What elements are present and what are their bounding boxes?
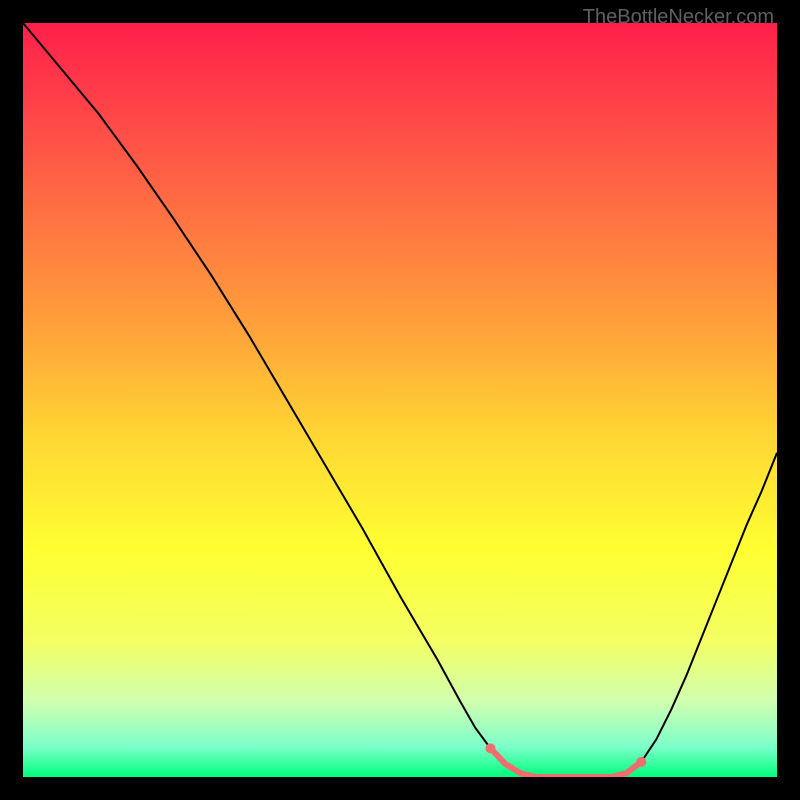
bottleneck-chart (23, 23, 777, 777)
optimal-range-end-marker (636, 757, 646, 767)
chart-background (23, 23, 777, 777)
watermark-text: TheBottleNecker.com (583, 6, 774, 29)
optimal-range-start-marker (485, 743, 495, 753)
